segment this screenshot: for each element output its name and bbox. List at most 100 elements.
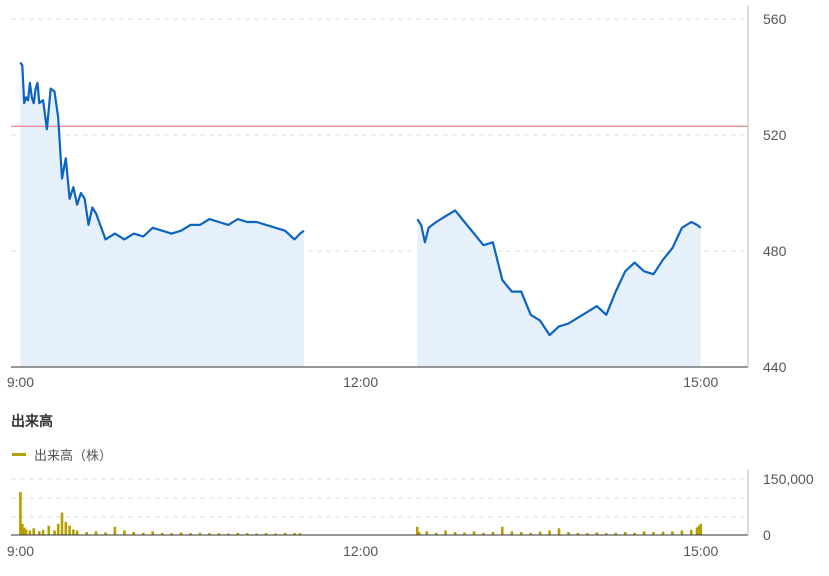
volume-bar bbox=[298, 533, 302, 535]
volume-bar bbox=[444, 530, 447, 535]
price-x-tick-label: 9:00 bbox=[7, 374, 34, 390]
volume-x-tick-labels: 9:00 12:00 15:00 bbox=[7, 543, 719, 559]
volume-bar bbox=[434, 532, 438, 535]
volume-bar bbox=[623, 532, 627, 535]
volume-x-tick-label: 12:00 bbox=[343, 543, 378, 559]
volume-bar bbox=[557, 528, 561, 535]
volume-bar bbox=[614, 532, 617, 535]
volume-bar bbox=[24, 529, 28, 535]
volume-bar bbox=[179, 532, 183, 535]
price-x-tick-label: 12:00 bbox=[343, 374, 378, 390]
price-area-session-2 bbox=[417, 210, 701, 367]
volume-bar bbox=[482, 532, 485, 535]
volume-gridlines bbox=[11, 478, 748, 518]
volume-bar bbox=[491, 532, 495, 535]
volume-bar bbox=[699, 523, 703, 535]
volume-bar bbox=[72, 529, 75, 535]
volume-bar bbox=[47, 525, 51, 535]
price-y-tick-labels: 440 480 520 560 bbox=[763, 11, 787, 375]
volume-bar bbox=[85, 532, 88, 535]
volume-bar bbox=[132, 532, 136, 535]
volume-bar bbox=[548, 530, 551, 535]
volume-bar bbox=[283, 532, 287, 535]
volume-bar bbox=[274, 533, 277, 535]
volume-bar bbox=[227, 533, 230, 535]
price-line-session-1 bbox=[19, 61, 305, 241]
volume-bar bbox=[38, 531, 41, 535]
volume-x-tick-label: 9:00 bbox=[7, 543, 34, 559]
volume-bar bbox=[695, 527, 699, 535]
volume-bar bbox=[605, 533, 608, 535]
volume-bar bbox=[671, 531, 674, 535]
volume-bar bbox=[113, 526, 117, 535]
volume-bar bbox=[21, 523, 24, 535]
volume-bar bbox=[586, 533, 589, 535]
volume-bar bbox=[453, 532, 457, 535]
price-line-session-2 bbox=[416, 209, 702, 337]
volume-bar bbox=[56, 523, 60, 535]
volume-bar bbox=[293, 533, 296, 535]
price-x-tick-label: 15:00 bbox=[683, 374, 718, 390]
price-y-tick-label: 560 bbox=[763, 11, 787, 27]
volume-axes bbox=[11, 470, 749, 536]
volume-bar bbox=[75, 530, 79, 535]
volume-bar bbox=[472, 531, 476, 535]
volume-bar bbox=[217, 533, 221, 535]
volume-bar bbox=[501, 526, 504, 535]
volume-bar bbox=[510, 531, 514, 535]
volume-bar bbox=[142, 532, 145, 535]
volume-bar bbox=[642, 531, 646, 535]
volume-bar bbox=[22, 527, 26, 535]
volume-bar bbox=[416, 526, 419, 535]
price-x-tick-labels: 9:00 12:00 15:00 bbox=[7, 374, 719, 390]
volume-bar bbox=[519, 532, 523, 535]
price-y-tick-label: 520 bbox=[763, 127, 787, 143]
volume-bar bbox=[19, 492, 22, 535]
volume-x-tick-label: 15:00 bbox=[683, 543, 718, 559]
volume-legend-swatch bbox=[12, 453, 26, 456]
volume-bar bbox=[576, 532, 580, 535]
volume-bar bbox=[198, 532, 202, 535]
price-y-tick-label: 480 bbox=[763, 243, 787, 259]
volume-bar bbox=[160, 532, 164, 535]
volume-y-tick-label: 0 bbox=[763, 527, 771, 543]
volume-bar bbox=[64, 521, 68, 535]
volume-bar bbox=[53, 530, 56, 535]
volume-bar bbox=[255, 533, 258, 535]
volume-bar bbox=[264, 533, 268, 535]
price-series bbox=[19, 61, 702, 337]
price-area-session-1 bbox=[20, 62, 304, 367]
volume-bar bbox=[463, 532, 466, 535]
volume-bar bbox=[32, 528, 35, 535]
volume-bar bbox=[104, 532, 107, 535]
volume-bar bbox=[690, 529, 693, 535]
volume-bar bbox=[652, 532, 655, 535]
volume-bar bbox=[60, 512, 64, 535]
volume-bar bbox=[41, 529, 45, 535]
price-gridlines bbox=[11, 18, 748, 252]
volume-bar bbox=[661, 531, 665, 535]
price-axes bbox=[11, 6, 749, 368]
volume-y-tick-labels: 0 150,000 bbox=[763, 471, 814, 543]
volume-bar bbox=[236, 532, 240, 535]
volume-bar bbox=[189, 533, 192, 535]
volume-bar bbox=[208, 533, 211, 535]
volume-bar bbox=[151, 531, 154, 535]
volume-bar bbox=[697, 525, 701, 535]
volume-bar bbox=[28, 530, 32, 535]
volume-bar bbox=[567, 532, 570, 535]
volume-bar bbox=[123, 530, 126, 535]
volume-legend[interactable]: 出来高（株） bbox=[12, 445, 112, 464]
price-y-tick-label: 440 bbox=[763, 359, 787, 375]
volume-bar bbox=[170, 533, 173, 535]
price-area-fill bbox=[20, 62, 701, 367]
volume-bar bbox=[68, 525, 71, 535]
volume-bar bbox=[417, 532, 421, 535]
volume-legend-label: 出来高（株） bbox=[34, 448, 113, 463]
volume-bars bbox=[19, 492, 703, 535]
volume-y-tick-label: 150,000 bbox=[763, 471, 814, 487]
volume-bar bbox=[529, 532, 532, 535]
volume-bar bbox=[425, 531, 428, 535]
volume-bar bbox=[538, 531, 542, 535]
